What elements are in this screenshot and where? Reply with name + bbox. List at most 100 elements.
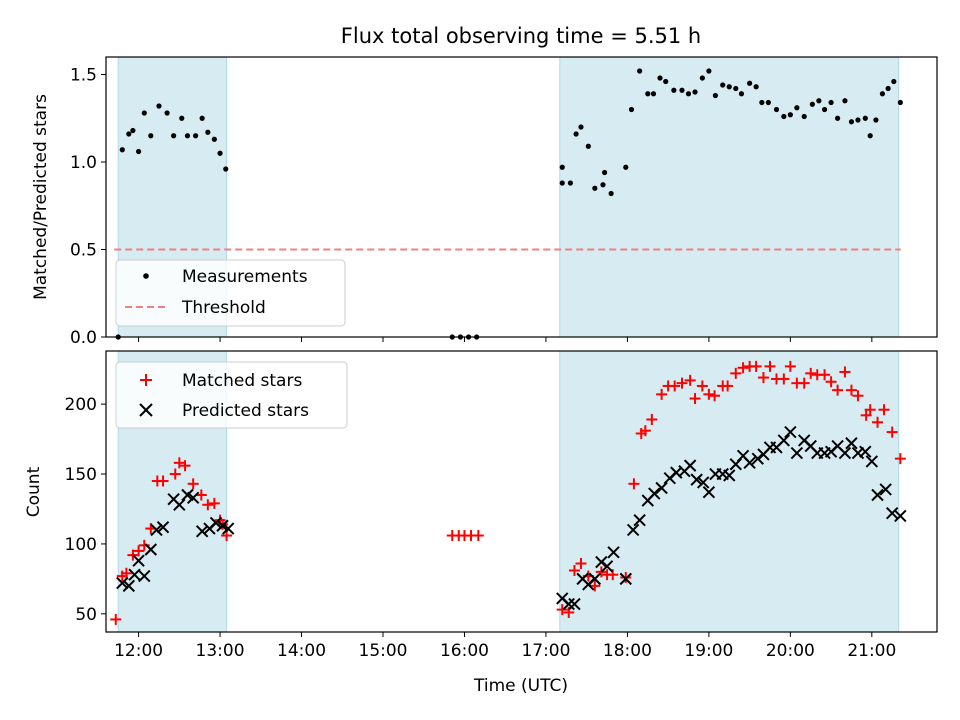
y-tick-label: 0.0 — [70, 328, 97, 348]
measurement-point — [712, 92, 719, 99]
matched-star-point — [173, 457, 185, 469]
measurement-point — [842, 98, 848, 104]
y-axis-ticks: 50 100 150 200 — [65, 395, 106, 625]
measurement-point — [223, 166, 229, 172]
matched-star-point — [568, 564, 580, 576]
predicted-star-point — [702, 485, 716, 499]
y-tick-label: 1.0 — [70, 153, 97, 173]
measurement-point — [773, 106, 780, 113]
predicted-star-point — [865, 455, 879, 468]
x-tick-label: 19:00 — [684, 641, 733, 661]
predicted-star-point — [683, 459, 697, 472]
predicted-star-point — [690, 473, 703, 486]
predicted-star-point — [743, 456, 756, 470]
matched-star-point — [825, 376, 837, 388]
predicted-star-point — [871, 488, 884, 502]
measurement-point — [663, 78, 669, 85]
predicted-star-point — [221, 522, 235, 535]
matched-star-point — [202, 499, 214, 511]
measurement-point — [801, 113, 807, 120]
measurement-point — [879, 91, 886, 97]
measurement-point — [585, 143, 591, 149]
x-tick-label: 14:00 — [277, 641, 326, 661]
measurement-point — [592, 185, 598, 191]
y-tick-label: 100 — [65, 535, 97, 555]
matched-star-point — [639, 425, 651, 437]
matched-star-point — [656, 388, 668, 400]
matched-star-point — [575, 557, 587, 569]
predicted-star-point — [777, 434, 791, 447]
legend-label-measurements: Measurements — [182, 267, 308, 287]
shaded-window-2 — [559, 350, 900, 633]
y-axis-label: Matched/Predicted stars — [31, 94, 51, 300]
predicted-star-point — [859, 445, 872, 458]
measurement-point — [184, 133, 191, 139]
legend-plus-marker — [140, 374, 152, 386]
chart-title: Flux total observing time = 5.51 h — [341, 24, 701, 48]
measurement-point — [897, 99, 903, 106]
legend-label-predicted: Predicted stars — [182, 401, 309, 421]
matched-star-point — [120, 567, 132, 579]
matched-star-point — [730, 367, 742, 379]
legend: Measurements Threshold — [115, 259, 346, 327]
predicted-star-point — [138, 569, 151, 583]
measurement-point — [781, 113, 787, 120]
measurement-point — [671, 87, 677, 93]
matched-star-point — [595, 566, 607, 578]
measurement-point — [628, 106, 635, 113]
x-tick-label: 17:00 — [521, 641, 570, 661]
measurement-point — [759, 99, 765, 106]
measurement-point — [685, 91, 692, 97]
measurement-point — [135, 148, 142, 155]
observing-windows — [117, 56, 900, 338]
predicted-star-point — [588, 572, 602, 586]
legend-label-threshold: Threshold — [181, 298, 266, 318]
predicted-star-point — [648, 487, 661, 500]
x-tick-label: 16:00 — [440, 641, 489, 661]
measurement-point — [199, 115, 205, 121]
legend-dot-marker — [143, 273, 149, 279]
measurement-point — [679, 87, 685, 93]
measurement-point — [794, 105, 800, 111]
x-tick-label: 21:00 — [847, 641, 896, 661]
x-tick-label: 12:00 — [114, 641, 163, 661]
matched-star-point — [556, 604, 568, 616]
matched-star-point — [784, 360, 796, 372]
measurement-point — [645, 91, 651, 97]
x-tick-label: 20:00 — [766, 641, 815, 661]
measurement-point — [602, 169, 608, 176]
plot-frame — [105, 56, 938, 338]
x-axis-ticks: 12:00 13:00 14:00 15:00 16:00 17:00 18:00 19:00… — [114, 632, 896, 661]
measurement-point — [559, 180, 565, 186]
matched-star-point — [589, 580, 601, 592]
matched-star-point — [886, 426, 898, 438]
measurement-point — [205, 129, 211, 135]
matched-star-point — [878, 404, 890, 416]
measurement-point — [164, 110, 170, 116]
matched-star-point — [703, 388, 715, 400]
matched-star-point — [628, 478, 640, 490]
measurement-point — [193, 133, 199, 139]
predicted-star-point — [116, 576, 129, 590]
y-tick-label: 50 — [75, 605, 97, 625]
measurement-point — [156, 103, 162, 109]
plot-frame — [105, 350, 938, 633]
measurement-point — [600, 182, 606, 188]
predicted-star-point — [633, 513, 646, 527]
matched-star-point — [845, 384, 857, 396]
x-tick-label: 15:00 — [359, 641, 408, 661]
matched-star-point — [819, 369, 831, 381]
predicted-star-point — [209, 516, 223, 530]
predicted-star-point — [195, 525, 209, 538]
matched-star-point — [805, 367, 817, 379]
matched-star-point — [689, 393, 701, 405]
matched-star-point — [709, 390, 721, 402]
ratio-panel: 0.0 0.5 1.0 1.5 Matched/Predicted stars Mea… — [31, 56, 938, 348]
matched-star-point — [778, 373, 790, 385]
measurement-point — [211, 136, 217, 142]
measurement-point — [733, 85, 739, 92]
predicted-star-point — [186, 491, 200, 504]
measurement-point — [848, 119, 855, 125]
matched-star-point — [798, 377, 810, 389]
matched-star-point — [127, 549, 139, 561]
